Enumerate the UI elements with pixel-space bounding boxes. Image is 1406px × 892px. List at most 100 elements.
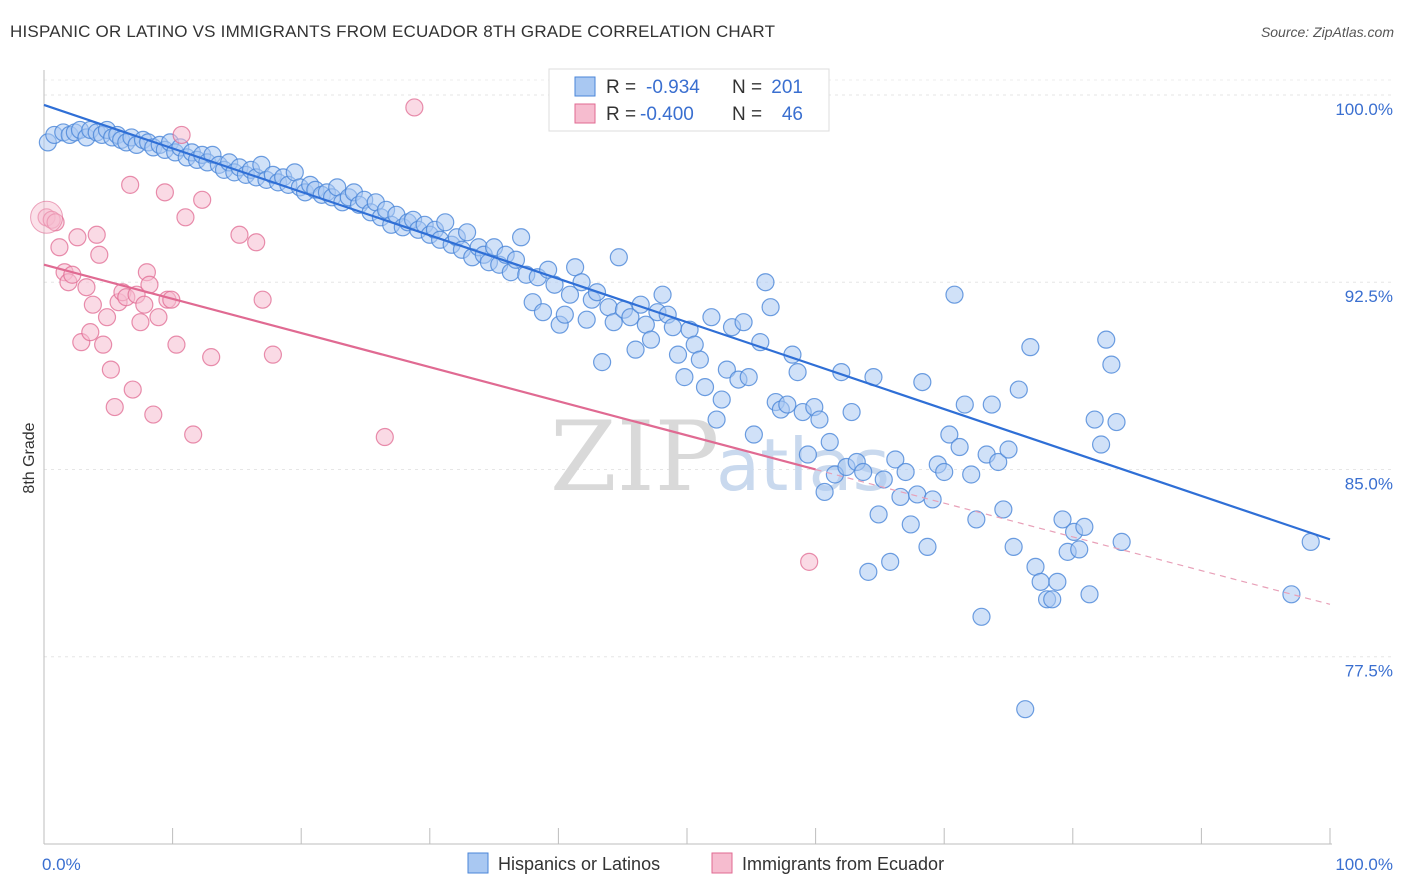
data-point-hispanics <box>566 258 585 277</box>
data-point-hispanics <box>663 318 682 337</box>
data-point-ecuador <box>90 245 109 264</box>
data-point-hispanics <box>761 298 780 317</box>
data-point-ecuador <box>50 238 69 257</box>
data-point-hispanics <box>572 273 591 292</box>
data-point-hispanics <box>1107 412 1126 432</box>
data-point-ecuador <box>77 278 96 297</box>
y-tick-label: 92.5% <box>1345 287 1393 306</box>
data-point-hispanics <box>756 273 775 292</box>
data-point-ecuador <box>405 98 424 117</box>
data-point-hispanics <box>668 345 688 364</box>
legend-n-value-2: 46 <box>782 104 803 125</box>
data-point-hispanics <box>641 330 661 349</box>
source-label: Source: ZipAtlas.com <box>1260 24 1394 40</box>
watermark-zip: ZIP <box>550 401 719 513</box>
bottom-legend-label-hispanics: Hispanics or Latinos <box>498 854 660 874</box>
legend-r-value-1: -0.934 <box>646 77 700 98</box>
y-tick-label: 77.5% <box>1345 662 1393 681</box>
data-point-hispanics <box>962 465 981 484</box>
data-point-hispanics <box>717 360 736 379</box>
data-point-hispanics <box>820 432 839 452</box>
data-point-ecuador <box>263 345 283 364</box>
data-point-hispanics <box>999 440 1018 459</box>
data-point-hispanics <box>869 505 888 524</box>
data-point-hispanics <box>989 452 1008 472</box>
data-point-hispanics <box>604 313 623 332</box>
data-point-hispanics <box>982 395 1001 414</box>
data-point-hispanics <box>874 470 893 489</box>
y-tick-labels: 77.5% 85.0% 92.5% 100.0% <box>1335 100 1393 681</box>
data-point-hispanics <box>1031 572 1050 591</box>
data-point-hispanics <box>1009 380 1028 399</box>
x-ticks <box>43 828 1331 844</box>
data-point-hispanics <box>1085 410 1104 429</box>
data-point-hispanics <box>886 450 905 469</box>
legend-n-label-1: N = <box>732 77 762 98</box>
data-point-ecuador <box>247 233 266 252</box>
data-point-hispanics <box>798 445 817 464</box>
data-point-hispanics <box>1048 572 1067 591</box>
data-point-hispanics <box>744 425 763 444</box>
data-point-hispanics <box>955 395 974 414</box>
data-point-hispanics <box>436 213 455 232</box>
data-point-ecuador <box>121 175 140 194</box>
data-point-ecuador <box>123 380 142 399</box>
data-point-hispanics <box>533 303 553 322</box>
data-point-hispanics <box>1080 585 1099 604</box>
data-point-ecuador <box>800 552 819 571</box>
data-point-hispanics <box>881 552 900 571</box>
data-point-hispanics <box>815 482 834 502</box>
data-point-ecuador <box>131 313 150 332</box>
data-point-hispanics <box>901 515 920 534</box>
data-point-ecuador <box>149 308 168 327</box>
data-point-hispanics <box>739 368 758 387</box>
data-point-hispanics <box>1004 537 1023 556</box>
data-point-hispanics <box>695 377 715 397</box>
y-tick-label: 100.0% <box>1335 100 1393 119</box>
series-ecuador-points <box>30 98 819 571</box>
data-point-hispanics <box>950 437 969 457</box>
data-point-hispanics <box>653 285 672 304</box>
data-point-hispanics <box>734 313 753 332</box>
x-tick-label: 100.0% <box>1335 855 1393 874</box>
bottom-legend-label-ecuador: Immigrants from Ecuador <box>742 854 944 874</box>
legend-n-value-1: 201 <box>771 77 803 98</box>
data-point-ecuador <box>97 308 117 327</box>
data-point-hispanics <box>842 402 861 422</box>
data-point-hispanics <box>560 285 580 304</box>
legend-r-label-1: R = <box>606 77 636 98</box>
data-point-ecuador <box>176 208 195 227</box>
chart-title: HISPANIC OR LATINO VS IMMIGRANTS FROM EC… <box>10 22 776 41</box>
data-point-ecuador <box>81 323 100 342</box>
data-point-hispanics <box>913 372 932 392</box>
data-point-hispanics <box>702 308 721 327</box>
data-point-hispanics <box>972 607 991 626</box>
legend-r-label-2: R = <box>606 104 636 125</box>
data-point-hispanics <box>854 462 873 482</box>
data-point-hispanics <box>1097 330 1116 349</box>
legend-box: R = -0.934 N = 201 R = -0.400 N = 46 <box>548 68 830 132</box>
watermark: ZIP atlas <box>550 401 890 513</box>
data-point-hispanics <box>788 363 807 382</box>
data-point-ecuador <box>172 125 191 145</box>
data-point-ecuador <box>68 228 87 247</box>
x-tick-label: 0.0% <box>42 855 81 874</box>
bottom-legend: Hispanics or Latinos Immigrants from Ecu… <box>467 852 944 874</box>
legend-n-label-2: N = <box>732 104 762 125</box>
data-point-hispanics <box>923 490 942 509</box>
data-point-hispanics <box>1043 590 1062 609</box>
data-point-ecuador <box>167 335 186 354</box>
data-point-hispanics <box>457 223 477 242</box>
data-point-hispanics <box>778 395 797 414</box>
legend-frame <box>548 68 830 132</box>
data-point-hispanics <box>896 462 915 482</box>
data-point-ecuador <box>202 348 221 367</box>
data-point-ecuador <box>230 225 249 244</box>
trend-line-hispanics <box>43 103 1331 541</box>
data-point-ecuador <box>155 183 174 202</box>
data-point-hispanics <box>609 248 628 267</box>
data-point-hispanics <box>908 485 927 504</box>
data-point-hispanics <box>707 410 726 429</box>
legend-swatch-hispanics <box>574 76 596 97</box>
